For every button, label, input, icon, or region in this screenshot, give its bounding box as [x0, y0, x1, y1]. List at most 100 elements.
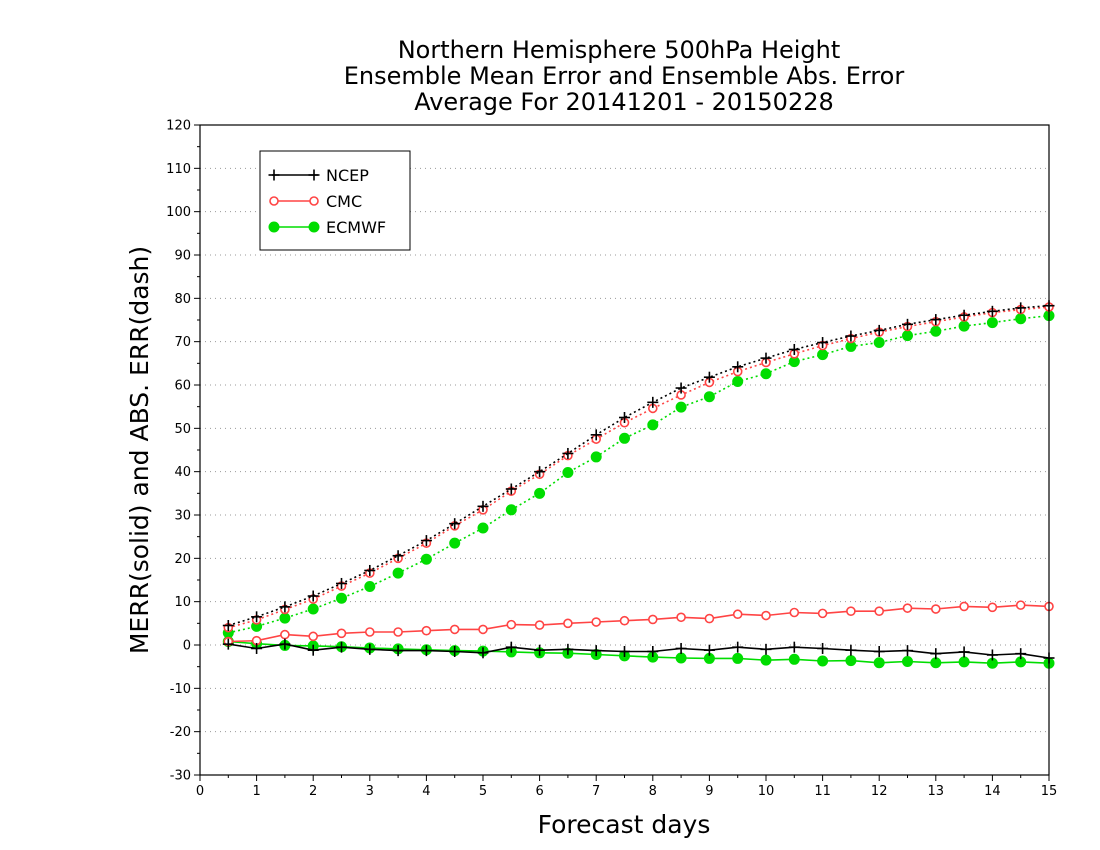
point-abs-err-ncep — [817, 337, 829, 349]
point-merr-ncep — [1015, 648, 1027, 660]
point-abs-err-ncep — [364, 564, 376, 576]
x-tick-label: 9 — [705, 784, 713, 799]
point-merr-ecmwf — [732, 652, 744, 664]
point-merr-ncep — [590, 645, 602, 657]
point-merr-ncep — [732, 641, 744, 653]
point-merr-ecmwf — [788, 653, 800, 665]
legend-item-ecmwf: ECMWF — [268, 218, 386, 237]
point-abs-err-ncep — [477, 500, 489, 512]
point-abs-err-ecmwf — [732, 376, 744, 388]
y-tick-label: 40 — [174, 465, 191, 480]
point-merr-ncep — [788, 641, 800, 653]
point-abs-err-ecmwf — [902, 330, 913, 342]
point-merr-cmc — [902, 603, 913, 613]
legend-item-ncep: NCEP — [268, 166, 369, 185]
point-merr-cmc — [478, 624, 488, 635]
x-tick-label: 8 — [649, 784, 657, 799]
point-abs-err-ecmwf — [930, 325, 942, 337]
x-tick-label: 12 — [871, 784, 888, 799]
point-merr-ncep — [986, 649, 998, 661]
point-abs-err-ncep — [534, 466, 546, 478]
point-merr-cmc — [506, 619, 517, 630]
point-merr-ncep — [392, 645, 404, 657]
y-tick-label: 30 — [174, 509, 191, 524]
point-abs-err-ecmwf — [590, 451, 602, 463]
point-merr-cmc — [647, 614, 658, 625]
point-abs-err-ncep — [590, 429, 602, 441]
point-abs-err-ecmwf — [817, 349, 829, 361]
x-axis-ticks: 0 1 2 3 4 5 6 7 8 9 10 11 12 13 14 15 — [196, 775, 1057, 799]
point-merr-ncep — [364, 643, 376, 655]
point-merr-cmc — [1015, 600, 1026, 610]
y-tick-label: 10 — [174, 595, 191, 610]
point-merr-cmc — [704, 613, 715, 624]
point-abs-err-ncep — [505, 483, 517, 495]
point-abs-err-ecmwf — [477, 522, 489, 534]
point-merr-ncep — [307, 644, 319, 656]
y-tick-label: -10 — [170, 682, 191, 697]
point-abs-err-ncep — [307, 590, 319, 602]
point-merr-ncep — [760, 643, 772, 655]
point-abs-err-ecmwf — [562, 467, 574, 479]
point-abs-err-ecmwf — [703, 391, 715, 403]
point-abs-err-ecmwf — [449, 537, 461, 549]
point-merr-cmc — [930, 604, 941, 614]
x-tick-label: 3 — [366, 784, 374, 799]
point-abs-err-ecmwf — [760, 368, 772, 380]
point-abs-err-ncep — [222, 620, 234, 631]
point-merr-ecmwf — [760, 654, 772, 666]
x-tick-label: 5 — [479, 784, 487, 799]
x-tick-label: 4 — [422, 784, 430, 799]
legend-marker-end-cmc — [309, 196, 319, 206]
point-merr-cmc — [619, 615, 630, 626]
y-tick-label: 60 — [174, 379, 191, 394]
point-abs-err-ncep — [420, 535, 432, 547]
point-merr-cmc — [817, 608, 828, 619]
point-merr-ncep — [477, 647, 489, 659]
legend-marker-start-cmc — [269, 196, 279, 206]
series-cmc — [223, 302, 1054, 647]
y-tick-label: 120 — [166, 119, 191, 134]
point-merr-ncep — [675, 642, 687, 654]
point-merr-cmc — [364, 627, 375, 637]
point-abs-err-ncep — [902, 318, 913, 330]
point-abs-err-ecmwf — [534, 487, 546, 499]
point-abs-err-ncep — [732, 361, 744, 373]
point-merr-ncep — [279, 638, 291, 650]
point-merr-ncep — [420, 645, 432, 657]
point-abs-err-ncep — [647, 396, 659, 408]
point-merr-ecmwf — [873, 657, 885, 669]
x-tick-label: 14 — [984, 784, 1001, 799]
point-merr-cmc — [959, 601, 969, 612]
point-merr-ecmwf — [902, 655, 913, 667]
point-merr-cmc — [563, 618, 573, 629]
point-merr-ncep — [222, 638, 234, 650]
y-tick-label: -30 — [170, 769, 191, 784]
point-merr-ecmwf — [930, 657, 942, 669]
point-abs-err-ncep — [336, 577, 347, 589]
point-abs-err-ecmwf — [336, 592, 347, 604]
point-abs-err-ncep — [930, 314, 942, 326]
legend-label-ecmwf: ECMWF — [326, 218, 386, 237]
point-merr-cmc — [393, 627, 403, 637]
point-merr-cmc — [336, 628, 347, 639]
point-abs-err-ecmwf — [420, 553, 432, 565]
y-axis-ticks: -30 -20 -10 0 10 20 30 40 50 60 70 80 90 100 110 120 — [166, 119, 200, 784]
x-tick-label: 0 — [196, 784, 204, 799]
point-merr-ncep — [902, 645, 913, 657]
point-abs-err-ncep — [703, 371, 715, 383]
point-merr-ncep — [449, 646, 461, 657]
x-axis-label: Forecast days — [538, 810, 711, 839]
point-merr-ncep — [845, 644, 857, 656]
point-merr-ncep — [251, 642, 263, 654]
point-merr-ncep — [534, 644, 546, 656]
y-tick-label: -20 — [170, 725, 191, 740]
point-merr-cmc — [789, 607, 800, 618]
y-tick-label: 0 — [183, 639, 191, 654]
point-merr-cmc — [987, 602, 998, 613]
point-abs-err-ncep — [788, 343, 800, 355]
line-abs-err-cmc — [228, 306, 1050, 629]
x-tick-label: 2 — [309, 784, 317, 799]
x-tick-label: 7 — [592, 784, 600, 799]
